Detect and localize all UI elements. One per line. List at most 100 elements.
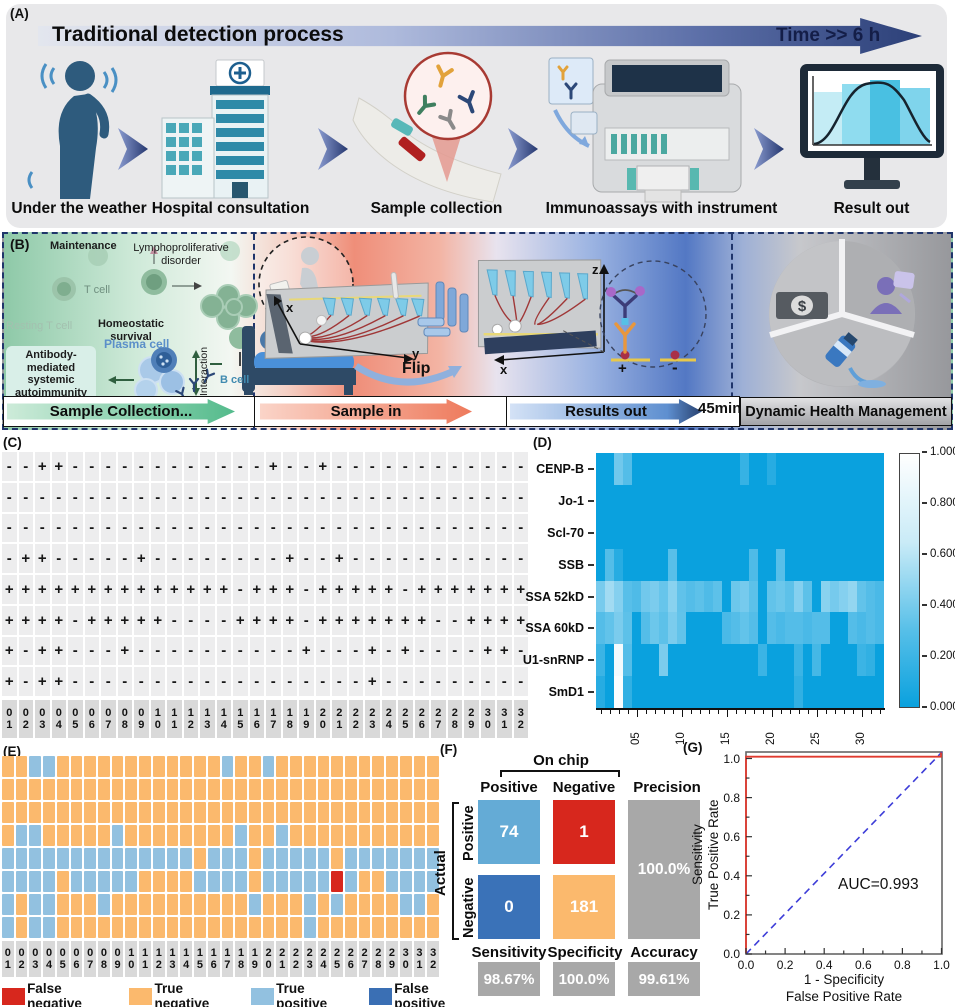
roc-x-tick-label: 1.0 [933, 958, 950, 972]
assay-result-cell: - [150, 452, 165, 481]
classification-cell [152, 871, 165, 892]
assay-result-cell: - [266, 636, 281, 666]
assay-result-cell: - [183, 544, 198, 573]
assay-result-cell: + [431, 575, 446, 604]
assay-result-cell: - [299, 667, 314, 696]
heatmap-cell [812, 676, 821, 708]
heatmap-cell [875, 644, 884, 677]
classification-cell [303, 825, 316, 846]
heatmap-cell [812, 548, 821, 581]
axis-tick-label: 15 [719, 732, 732, 745]
classification-cell [15, 779, 28, 800]
assay-result-cell: + [51, 636, 66, 666]
classification-cell [180, 917, 193, 938]
classification-cell [386, 779, 398, 800]
heatmap-cell [839, 548, 848, 581]
heatmap-cell [758, 580, 767, 613]
metric-value-specificity: 100.0% [553, 962, 615, 996]
assay-result-cell: - [266, 667, 281, 696]
classification-cell [29, 894, 42, 915]
heatmap-cell [803, 453, 812, 485]
heatmap-cell [722, 453, 731, 485]
assay-result-cell: - [348, 482, 363, 512]
minus-sign: - [672, 358, 678, 377]
heatmap-cell [758, 644, 767, 677]
heatmap-cell [839, 644, 848, 677]
classification-cell [372, 917, 385, 938]
classification-cell [372, 802, 385, 823]
assay-result-cell: - [216, 513, 231, 543]
assay-result-cell: - [249, 667, 264, 696]
classification-cell [29, 848, 42, 869]
assay-result-cell: - [84, 513, 99, 543]
heatmap-cell [866, 484, 875, 517]
classification-cell [427, 825, 439, 846]
roc-y-tick-label: 1.0 [723, 751, 740, 766]
heatmap-cell [731, 548, 740, 581]
classification-cell [29, 779, 42, 800]
roc-y-tick-label: 0.0 [723, 947, 740, 961]
heatmap-cell [848, 548, 857, 581]
heatmap-cell [830, 612, 839, 645]
assay-result-cell: - [18, 667, 33, 696]
classification-cell [317, 825, 330, 846]
classification-cell [56, 779, 69, 800]
label-resting-t-cell: Resting T cell [6, 320, 73, 332]
heatmap-row-label: Jo-1 [498, 485, 594, 517]
classification-cell [180, 894, 193, 915]
classification-cell [2, 779, 14, 800]
classification-cell [194, 917, 206, 938]
classification-cell [290, 802, 302, 823]
classification-cell [84, 756, 97, 777]
heatmap-cell [839, 484, 848, 517]
heatmap-cell [713, 676, 722, 708]
assay-result-cell: - [249, 513, 264, 543]
heatmap-cell [605, 548, 614, 581]
assay-result-cell: - [101, 452, 116, 481]
assay-result-cell: + [35, 605, 50, 635]
heatmap-cell [848, 644, 857, 677]
heatmap-cell [695, 612, 704, 645]
classification-cell [111, 825, 124, 846]
assay-result-cell: + [117, 636, 132, 666]
classification-cell [29, 756, 42, 777]
assay-result-cell: + [480, 605, 495, 635]
colorbar-tick-label: 0.6000 [922, 548, 955, 560]
step-label: Immunoassays with instrument [545, 200, 778, 217]
axis-x-label: x [286, 300, 294, 315]
assay-result-cell: + [2, 636, 17, 666]
colorbar [899, 453, 920, 708]
assay-result-cell: - [150, 544, 165, 573]
heatmap-row-label: U1-snRNP [498, 644, 594, 676]
heatmap-cell [605, 484, 614, 517]
assay-result-cell: - [200, 513, 215, 543]
assay-result-cell: + [464, 575, 479, 604]
heatmap-cell [812, 453, 821, 485]
assay-result-cell: - [431, 544, 446, 573]
assay-result-cell: - [68, 544, 83, 573]
heatmap-cell [785, 484, 794, 517]
classification-cell [317, 802, 330, 823]
assay-result-cell: - [282, 513, 297, 543]
assay-result-cell: - [431, 636, 446, 666]
classification-cell [70, 825, 83, 846]
arrow-right-icon [754, 128, 784, 170]
assay-result-cell: - [398, 452, 413, 481]
classification-cell [303, 848, 316, 869]
plus-sign: + [618, 360, 627, 377]
assay-result-cell: - [398, 667, 413, 696]
assay-result-cell: - [365, 482, 380, 512]
classification-cell [2, 894, 14, 915]
classification-cell [399, 871, 412, 892]
classification-cell [84, 825, 97, 846]
classification-cell [248, 917, 261, 938]
assay-result-cell: - [167, 452, 182, 481]
